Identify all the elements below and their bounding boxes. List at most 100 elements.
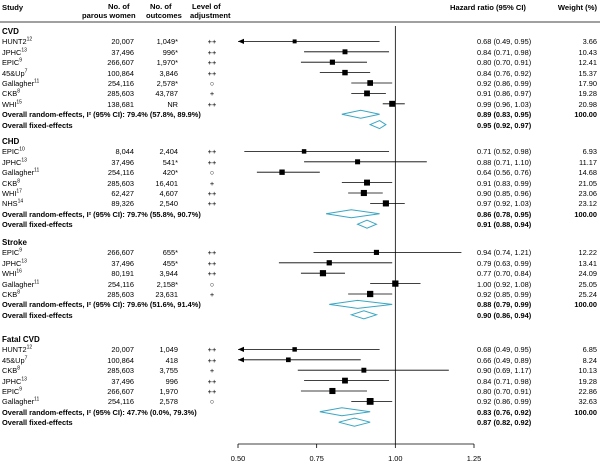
x-tick-label: 1.00 bbox=[388, 454, 403, 463]
group-title: CHD bbox=[2, 137, 20, 146]
parous-count: 266,607 bbox=[107, 248, 134, 258]
weight-value: 19.28 bbox=[578, 376, 598, 386]
adjustment-level: ++ bbox=[207, 68, 217, 78]
study-name: EPIC9 bbox=[2, 247, 23, 258]
study-ref: 7 bbox=[24, 355, 28, 362]
study-name: WHI16 bbox=[2, 268, 22, 279]
point-estimate bbox=[342, 49, 348, 55]
adjustment-level: ++ bbox=[207, 58, 217, 68]
weight-value: 12.41 bbox=[578, 58, 598, 68]
weight-value: 17.90 bbox=[578, 79, 598, 88]
random-effects-weight: 100.00 bbox=[574, 300, 597, 310]
hazard-ratio-text: 0.80 (0.70, 0.91) bbox=[477, 58, 532, 68]
random-effects-label: Overall random-effects, I² (95% CI): 79.… bbox=[2, 209, 201, 219]
weight-value: 32.63 bbox=[578, 397, 598, 407]
adjustment-level: ++ bbox=[207, 47, 217, 57]
adjustment-level: ++ bbox=[207, 99, 217, 109]
study-ref: 11 bbox=[34, 279, 40, 286]
fixed-effects-diamond bbox=[356, 219, 378, 229]
point-estimate bbox=[360, 189, 367, 197]
adjustment-level: ○ bbox=[209, 79, 215, 88]
point-estimate bbox=[342, 377, 348, 384]
outcome-count: 16,401 bbox=[155, 178, 178, 188]
random-effects-hr: 0.89 (0.83, 0.95) bbox=[477, 110, 532, 120]
weight-value: 15.37 bbox=[578, 68, 598, 78]
header-parous: parous women bbox=[82, 11, 136, 20]
parous-count: 8,044 bbox=[115, 147, 135, 157]
weight-value: 21.05 bbox=[578, 178, 598, 188]
study-name: EPIC10 bbox=[2, 146, 25, 157]
weight-value: 10.43 bbox=[578, 47, 598, 57]
study-name: 45&Up7 bbox=[2, 68, 28, 78]
parous-count: 285,603 bbox=[107, 366, 134, 376]
point-estimate bbox=[329, 387, 336, 395]
study-ref: 8 bbox=[17, 88, 20, 95]
fixed-effects-label: Overall fixed-effects bbox=[2, 418, 73, 428]
weight-value: 11.17 bbox=[579, 157, 597, 167]
weight-value: 10.13 bbox=[578, 366, 598, 376]
study-ref: 9 bbox=[19, 57, 23, 64]
adjustment-level: ++ bbox=[207, 376, 217, 386]
hazard-ratio-text: 0.99 (0.96, 1.03) bbox=[477, 99, 532, 109]
point-estimate bbox=[286, 357, 291, 363]
parous-count: 100,864 bbox=[107, 68, 134, 78]
point-estimate bbox=[342, 69, 348, 76]
point-estimate bbox=[366, 398, 374, 405]
study-ref: 11 bbox=[34, 167, 40, 174]
point-estimate bbox=[382, 200, 389, 207]
outcome-count: 418 bbox=[165, 355, 178, 365]
weight-value: 23.06 bbox=[578, 189, 598, 198]
random-effects-weight: 100.00 bbox=[574, 209, 597, 219]
point-estimate bbox=[364, 90, 370, 97]
hazard-ratio-text: 0.91 (0.83, 0.99) bbox=[477, 178, 532, 188]
hazard-ratio-text: 0.64 (0.56, 0.76) bbox=[477, 168, 532, 178]
parous-count: 20,007 bbox=[111, 37, 134, 47]
outcome-count: 1,049* bbox=[156, 37, 178, 47]
hazard-ratio-text: 0.80 (0.70, 0.91) bbox=[477, 387, 532, 396]
parous-count: 89,326 bbox=[111, 199, 134, 209]
weight-value: 8.24 bbox=[582, 355, 597, 365]
study-ref: 17 bbox=[16, 188, 22, 195]
study-ref: 8 bbox=[17, 178, 20, 185]
point-estimate bbox=[367, 290, 374, 298]
hazard-ratio-text: 0.90 (0.69, 1.17) bbox=[477, 366, 532, 376]
parous-count: 37,496 bbox=[111, 47, 134, 57]
hazard-ratio-text: 0.92 (0.86, 0.99) bbox=[477, 397, 532, 407]
header-parous: No. of bbox=[108, 2, 130, 11]
outcome-count: NR bbox=[167, 99, 178, 109]
study-ref: 13 bbox=[21, 258, 27, 265]
adjustment-level: ++ bbox=[207, 258, 217, 268]
study-name: WHI15 bbox=[2, 99, 22, 109]
adjustment-level: ++ bbox=[207, 199, 217, 209]
point-estimate bbox=[367, 80, 373, 86]
parous-count: 285,603 bbox=[107, 89, 134, 99]
weight-value: 24.09 bbox=[578, 269, 598, 279]
weight-value: 23.12 bbox=[578, 199, 598, 209]
parous-count: 62,427 bbox=[111, 189, 134, 198]
weight-value: 20.98 bbox=[578, 99, 598, 109]
adjustment-level: + bbox=[209, 290, 215, 299]
hazard-ratio-text: 0.97 (0.92, 1.03) bbox=[477, 199, 532, 209]
outcome-count: 996* bbox=[162, 47, 178, 57]
study-name: CKB8 bbox=[2, 365, 20, 376]
hazard-ratio-text: 0.68 (0.49, 0.95) bbox=[477, 37, 532, 47]
random-effects-diamond bbox=[326, 209, 380, 219]
point-estimate bbox=[364, 179, 370, 186]
fixed-effects-label: Overall fixed-effects bbox=[2, 310, 73, 320]
study-name: Gallagher11 bbox=[2, 167, 40, 178]
study-ref: 11 bbox=[34, 78, 40, 85]
study-ref: 9 bbox=[19, 386, 23, 393]
point-estimate bbox=[355, 159, 361, 165]
weight-value: 25.05 bbox=[578, 279, 598, 289]
adjustment-level: ++ bbox=[207, 345, 217, 355]
adjustment-level: ++ bbox=[207, 269, 217, 279]
parous-count: 254,116 bbox=[107, 279, 134, 289]
study-name: CKB8 bbox=[2, 178, 20, 188]
x-tick-label: 0.50 bbox=[230, 454, 246, 463]
outcome-count: 23,631 bbox=[155, 290, 178, 299]
weight-value: 25.24 bbox=[578, 290, 598, 299]
study-name: WHI17 bbox=[2, 188, 22, 198]
study-ref: 10 bbox=[19, 146, 25, 153]
parous-count: 254,116 bbox=[107, 397, 134, 407]
hazard-ratio-text: 0.92 (0.85, 0.99) bbox=[477, 290, 532, 299]
